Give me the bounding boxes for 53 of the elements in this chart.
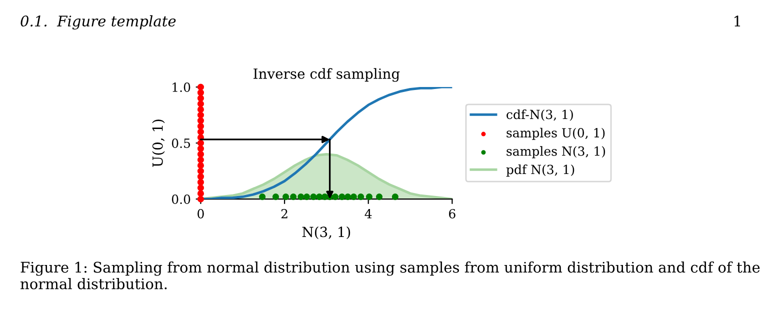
point xyxy=(197,122,204,130)
legend-label: cdf-N(3, 1) xyxy=(506,109,573,121)
point xyxy=(197,190,204,197)
x-axis-title: N(3, 1) xyxy=(302,226,350,240)
point xyxy=(332,194,339,200)
point xyxy=(197,184,204,192)
point xyxy=(272,194,280,200)
x-tick-label: 6 xyxy=(449,208,456,218)
point xyxy=(197,168,204,174)
point xyxy=(321,194,328,200)
y-tick-label: 0.5 xyxy=(172,138,190,148)
y-tick-label: 1.0 xyxy=(172,82,190,92)
point xyxy=(197,84,204,90)
x-tick-label: 4 xyxy=(364,208,372,218)
point xyxy=(316,194,323,200)
point xyxy=(197,140,204,146)
point xyxy=(350,194,357,200)
point xyxy=(197,106,204,113)
point xyxy=(358,194,364,200)
point xyxy=(197,128,204,136)
point xyxy=(303,194,310,200)
point xyxy=(298,194,304,200)
point xyxy=(310,194,317,200)
chart-title: Inverse cdf sampling xyxy=(254,68,400,82)
x-tick-label: 2 xyxy=(281,208,288,218)
point xyxy=(197,145,204,152)
y-tick-label: 0.0 xyxy=(172,194,190,204)
point xyxy=(366,194,372,200)
point xyxy=(344,194,352,200)
point xyxy=(259,194,266,200)
caption: Figure 1: Sampling from normal distribution using samples from uniform distribution and cdf of the normal distribution. xyxy=(20,261,760,290)
point xyxy=(197,112,204,118)
text: 0.1. Figure template xyxy=(20,15,176,30)
legend-label: samples N(3, 1) xyxy=(506,146,606,158)
point xyxy=(197,117,204,124)
point xyxy=(197,173,204,180)
legend-label: samples U(0, 1) xyxy=(506,128,605,140)
point xyxy=(197,156,204,164)
point xyxy=(376,194,383,200)
point xyxy=(197,100,204,108)
text: 1 xyxy=(734,16,740,26)
point xyxy=(197,178,204,186)
point xyxy=(197,162,204,169)
point xyxy=(290,194,297,200)
y-axis-title: U(0, 1) xyxy=(152,120,165,167)
legend-label: pdf N(3, 1) xyxy=(506,164,574,177)
point xyxy=(392,194,398,200)
point xyxy=(197,94,204,102)
x-tick-label: 0 xyxy=(198,208,204,218)
point xyxy=(338,194,346,200)
point xyxy=(282,194,290,200)
point xyxy=(197,150,204,158)
point xyxy=(197,89,204,96)
